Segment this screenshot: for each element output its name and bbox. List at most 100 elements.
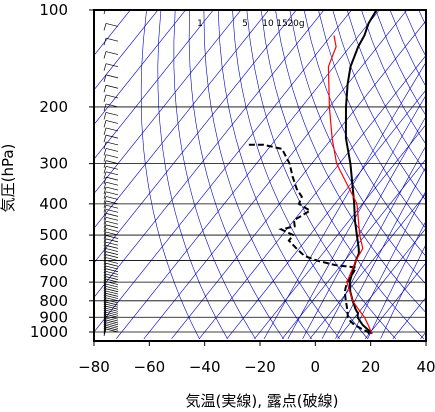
mixing-ratio-labels: 1 5 10 15 20g (197, 19, 304, 29)
wind-barb (105, 176, 119, 181)
wind-barb-flag (103, 191, 107, 199)
x-tick-label: −60 (134, 358, 166, 376)
wind-barb (105, 103, 119, 108)
dry-adiabat-line (203, 10, 312, 339)
wind-barb (105, 186, 119, 191)
wind-barb-flag (103, 304, 107, 312)
wind-barb-flag (103, 268, 107, 276)
wind-barb-flag (103, 263, 107, 271)
y-tick-label: 900 (39, 308, 68, 326)
wind-barb-flag (103, 228, 107, 236)
mixing-ratio-line (263, 61, 426, 339)
y-tick-label: 200 (39, 98, 68, 116)
wind-barb (105, 127, 119, 132)
wind-barb (105, 231, 119, 236)
wind-barb (105, 191, 119, 196)
wind-barb (105, 254, 119, 258)
wind-barb (105, 293, 119, 297)
wind-barb (105, 248, 119, 252)
wind-barb-flag (103, 127, 107, 136)
temperature-line (344, 10, 378, 335)
wind-barb-flag (103, 308, 107, 316)
wind-barb (105, 112, 119, 116)
wind-barb (105, 265, 119, 270)
x-tick-label: 0 (311, 358, 321, 376)
wind-barb (105, 297, 119, 302)
wind-barb-flag (103, 213, 107, 221)
mixing-ratio-label: 5 (242, 19, 248, 29)
wind-barb-flag (103, 245, 107, 253)
x-tick-label: −40 (189, 358, 221, 376)
wind-barb-flag (103, 85, 107, 93)
isotherm-line (94, 10, 159, 91)
y-tick-label: 700 (39, 273, 68, 291)
wind-barb (105, 268, 119, 273)
x-axis-title: 気温(実線), 露点(破線) (186, 392, 339, 410)
wind-barb-flag (103, 325, 107, 333)
wind-barb-flag (103, 273, 107, 282)
y-tick-label: 1000 (30, 323, 68, 341)
isotherm-line (420, 331, 426, 340)
wind-barb-flag (103, 112, 107, 120)
wind-barb (105, 154, 119, 159)
wind-barb (105, 326, 119, 331)
wind-barb-flag (103, 196, 107, 204)
wind-barb-flag (103, 319, 107, 328)
dry-adiabat-line (260, 10, 425, 340)
wind-barb-flag (103, 94, 107, 103)
grid-lines (94, 10, 426, 333)
wind-barb-flag (103, 321, 107, 329)
wind-barb (105, 251, 119, 255)
wind-barb (105, 181, 119, 186)
wind-barb-flag (103, 254, 107, 262)
wind-barb-flag (103, 182, 107, 190)
wind-barb (105, 213, 119, 217)
wind-barb-flag (103, 312, 107, 320)
wind-barb (105, 23, 119, 27)
wind-barb (105, 141, 119, 146)
parcel-line (327, 35, 373, 335)
isotherm-line (364, 262, 426, 340)
wind-barb-flag (103, 231, 107, 240)
mixing-ratio-label: 20g (287, 19, 304, 29)
wind-barb-flag (103, 286, 107, 294)
wind-barb (105, 260, 119, 264)
isotherm-line (94, 10, 214, 160)
wind-barb-flag (103, 217, 107, 225)
y-tick-label: 400 (39, 195, 68, 213)
isotherm-line (198, 54, 426, 340)
wind-barb-flag (103, 327, 107, 335)
wind-barb (105, 288, 119, 293)
wind-barb (105, 94, 119, 99)
background-lines (94, 10, 426, 340)
wind-barb (105, 209, 119, 213)
wind-barb (105, 271, 119, 275)
dewpoint-line (246, 143, 371, 335)
wind-barb (105, 283, 119, 288)
wind-barb (105, 196, 119, 200)
wind-barb (105, 286, 119, 290)
y-tick-label: 300 (39, 155, 68, 173)
x-tick-label: 20 (361, 358, 380, 376)
mixing-ratio-line (302, 115, 426, 339)
wind-barb-flag (103, 51, 107, 59)
wind-barb-flag (103, 328, 107, 337)
wind-barb (105, 317, 119, 322)
isotherm-line (281, 158, 426, 340)
wind-barb (105, 328, 119, 333)
mixing-ratio-label: 1 (197, 19, 203, 29)
y-tick-label: 500 (39, 226, 68, 244)
dry-adiabat-line (332, 10, 426, 202)
wind-barb (105, 241, 119, 246)
wind-barb (105, 307, 119, 312)
wind-barb-flag (103, 177, 107, 185)
y-axis-title: 気圧(hPa) (0, 144, 17, 213)
wind-barb (105, 257, 119, 261)
wind-barb-flag (103, 221, 107, 229)
isotherm-line (94, 10, 242, 195)
wind-barb (105, 276, 119, 280)
wind-barb (105, 84, 119, 89)
wind-barb (105, 295, 119, 299)
dry-adiabat-line (157, 10, 228, 339)
